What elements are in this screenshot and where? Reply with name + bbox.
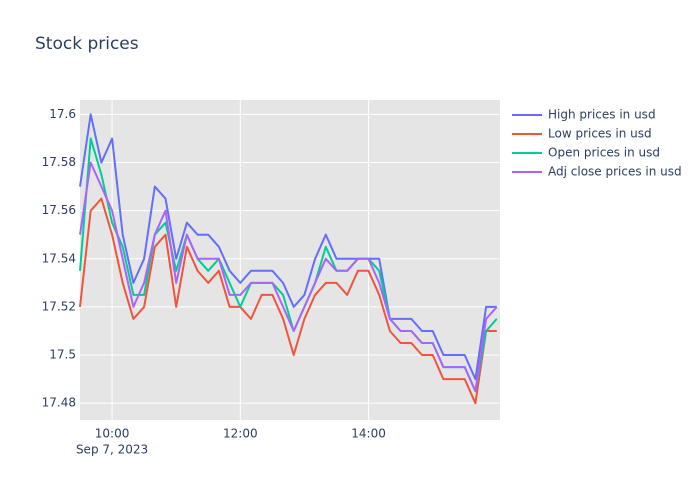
y-tick-label: 17.5 — [49, 348, 76, 362]
price-line — [79, 161, 498, 393]
legend-label: Low prices in usd — [548, 127, 652, 141]
price-line — [79, 197, 497, 405]
y-tick-label: 17.56 — [42, 203, 76, 217]
price-line — [79, 113, 497, 381]
x-tick-label: 14:00 — [351, 427, 386, 441]
x-tick-label: 10:00 — [95, 427, 130, 441]
x-tick-label: 12:00 — [223, 427, 258, 441]
legend-label: Open prices in usd — [548, 146, 660, 160]
y-tick-label: 17.58 — [42, 155, 76, 169]
y-tick-label: 17.52 — [42, 299, 76, 313]
y-tick-label: 17.6 — [49, 107, 76, 121]
y-tick-label: 17.54 — [42, 251, 76, 265]
chart-title: Stock prices — [35, 34, 139, 54]
legend-label: Adj close prices in usd — [548, 165, 682, 179]
legend-label: High prices in usd — [548, 108, 656, 122]
x-date-label: Sep 7, 2023 — [76, 443, 148, 457]
y-tick-label: 17.48 — [42, 396, 76, 410]
